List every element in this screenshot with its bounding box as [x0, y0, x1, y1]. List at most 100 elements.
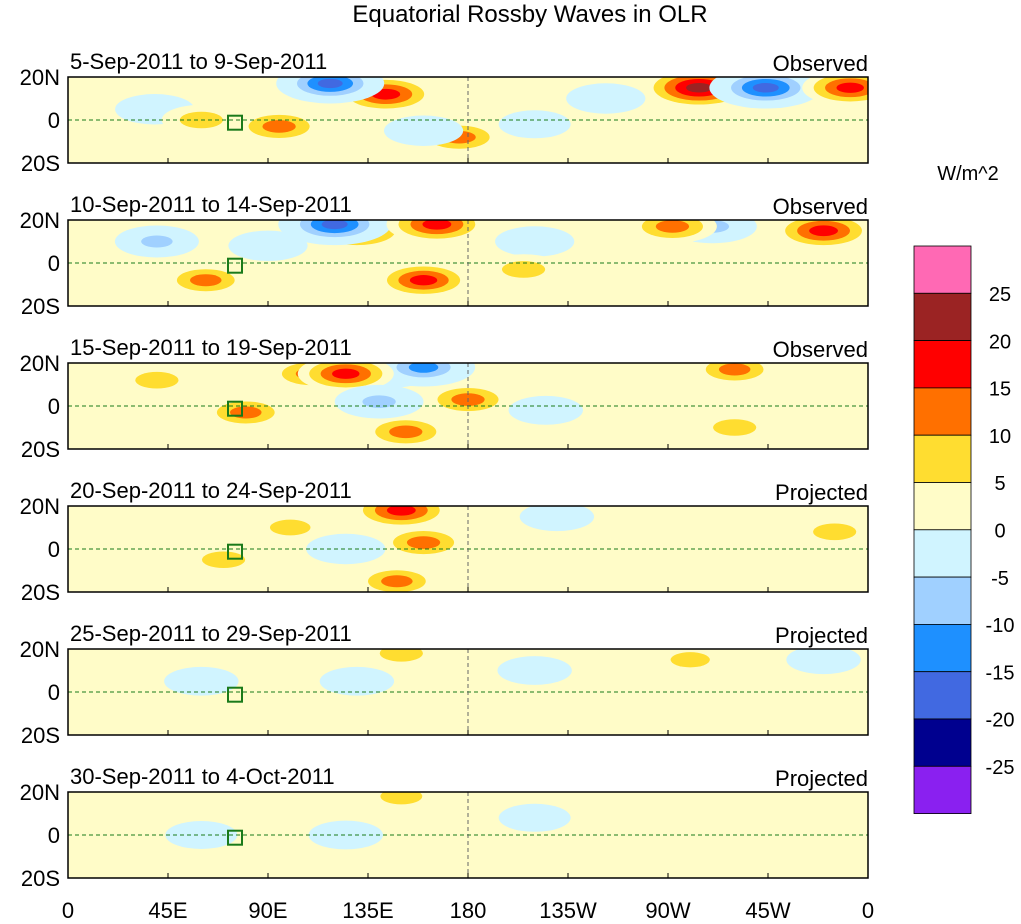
region-box: [227, 829, 243, 846]
region-box: [227, 543, 243, 560]
chart-title: Equatorial Rossby Waves in OLR: [352, 1, 707, 28]
y-tick-label: 0: [48, 823, 60, 848]
anomaly-contour: [409, 275, 438, 286]
anomaly-contour: [525, 402, 567, 419]
colorbar-label: 10: [989, 426, 1011, 448]
panel-dates: 10-Sep-2011 to 14-Sep-2011: [70, 192, 352, 217]
anomaly-contour: [422, 220, 452, 230]
y-tick-label: 0: [48, 108, 60, 133]
panel-kind: Projected: [775, 766, 868, 791]
y-tick-label: 20S: [21, 437, 60, 462]
panel-dates: 30-Sep-2011 to 4-Oct-2011: [70, 764, 335, 789]
anomaly-contour: [408, 363, 439, 373]
x-tick-label: 45E: [148, 898, 187, 923]
anomaly-contour: [336, 673, 378, 690]
colorbar-units: W/m^2: [937, 163, 999, 185]
anomaly-contour: [752, 82, 779, 93]
anomaly-contour: [325, 827, 367, 843]
anomaly-contour: [317, 78, 343, 89]
anomaly-contour: [324, 540, 368, 558]
anomaly-contour: [813, 523, 857, 541]
colorbar-swatch: [913, 387, 972, 436]
panel-kind: Observed: [773, 337, 868, 362]
x-tick-label: 90E: [248, 898, 287, 923]
colorbar-swatch: [913, 434, 972, 483]
anomaly-contour: [135, 371, 179, 389]
x-tick-label: 90W: [645, 898, 690, 923]
x-tick-label: 180: [450, 898, 487, 923]
y-tick-label: 20S: [21, 151, 60, 176]
anomaly-contour: [836, 82, 864, 93]
anomaly-contour: [718, 363, 751, 376]
panel-1: 5-Sep-2011 to 9-Sep-2011 Observed 20N 0 20S: [20, 49, 869, 176]
x-tick-label: 0: [62, 898, 74, 923]
panel-4: 20-Sep-2011 to 24-Sep-2011 Projected 20N 0 2…: [20, 478, 869, 605]
anomaly-contour: [181, 673, 222, 690]
colorbar-label: -5: [991, 568, 1009, 590]
anomaly-contour: [332, 368, 360, 379]
anomaly-contour: [406, 536, 441, 549]
anomaly-contour: [269, 519, 311, 536]
colorbar-label: -20: [986, 710, 1015, 732]
anomaly-contour: [686, 82, 713, 93]
anomaly-contour: [362, 395, 396, 409]
region-box: [227, 114, 243, 131]
y-tick-label: 20S: [21, 866, 60, 891]
region-box: [227, 257, 243, 274]
colorbar-swatch: [913, 671, 972, 720]
y-tick-label: 20N: [20, 494, 60, 519]
x-tick-label: 0: [862, 898, 874, 923]
colorbar-swatch: [913, 718, 972, 767]
y-tick-label: 20N: [20, 351, 60, 376]
anomaly-contour: [515, 810, 555, 826]
colorbar-label: 25: [989, 284, 1011, 306]
colorbar-swatch: [913, 624, 972, 673]
anomaly-contour: [246, 237, 290, 255]
y-tick-label: 20S: [21, 294, 60, 319]
panel-dates: 15-Sep-2011 to 19-Sep-2011: [70, 335, 352, 360]
y-tick-label: 20S: [21, 723, 60, 748]
panel-kind: Observed: [773, 194, 868, 219]
anomaly-contour: [809, 225, 838, 237]
anomaly-contour: [386, 506, 416, 516]
y-tick-label: 0: [48, 394, 60, 419]
anomaly-contour: [584, 90, 628, 107]
anomaly-contour: [201, 551, 246, 569]
colorbar-swatch: [913, 292, 972, 341]
anomaly-contour: [389, 425, 423, 439]
panel-dates: 5-Sep-2011 to 9-Sep-2011: [70, 49, 327, 74]
colorbar-label: 0: [994, 521, 1005, 543]
anomaly-contour: [379, 649, 423, 662]
y-tick-label: 20S: [21, 580, 60, 605]
colorbar-label: 5: [994, 473, 1005, 495]
panel-kind: Projected: [775, 480, 868, 505]
colorbar-swatch: [913, 245, 972, 294]
anomaly-contour: [190, 274, 222, 287]
anomaly-contour: [655, 220, 690, 233]
colorbar-label: -15: [986, 662, 1015, 684]
anomaly-contour: [514, 662, 555, 679]
anomaly-contour: [141, 235, 173, 248]
anomaly-contour: [133, 100, 177, 118]
anomaly-contour: [262, 120, 296, 133]
panel-kind: Projected: [775, 623, 868, 648]
colorbar-swatch: [913, 765, 972, 814]
panel-2: 10-Sep-2011 to 14-Sep-2011 Observed 20N 0 20…: [20, 192, 869, 319]
colorbar-label: -10: [986, 615, 1015, 637]
colorbar-swatch: [913, 576, 972, 625]
region-box: [227, 686, 243, 703]
y-tick-label: 0: [48, 537, 60, 562]
colorbar-swatch: [913, 482, 972, 531]
y-tick-label: 20N: [20, 780, 60, 805]
x-tick-label: 135E: [342, 898, 393, 923]
region-box: [227, 400, 243, 417]
anomaly-contour: [501, 261, 546, 278]
anomaly-contour: [670, 652, 710, 668]
anomaly-contour: [401, 122, 446, 140]
anomaly-contour: [536, 508, 578, 525]
colorbar-label: 15: [989, 379, 1011, 401]
y-tick-label: 20N: [20, 65, 60, 90]
colorbar-swatch: [913, 340, 972, 389]
